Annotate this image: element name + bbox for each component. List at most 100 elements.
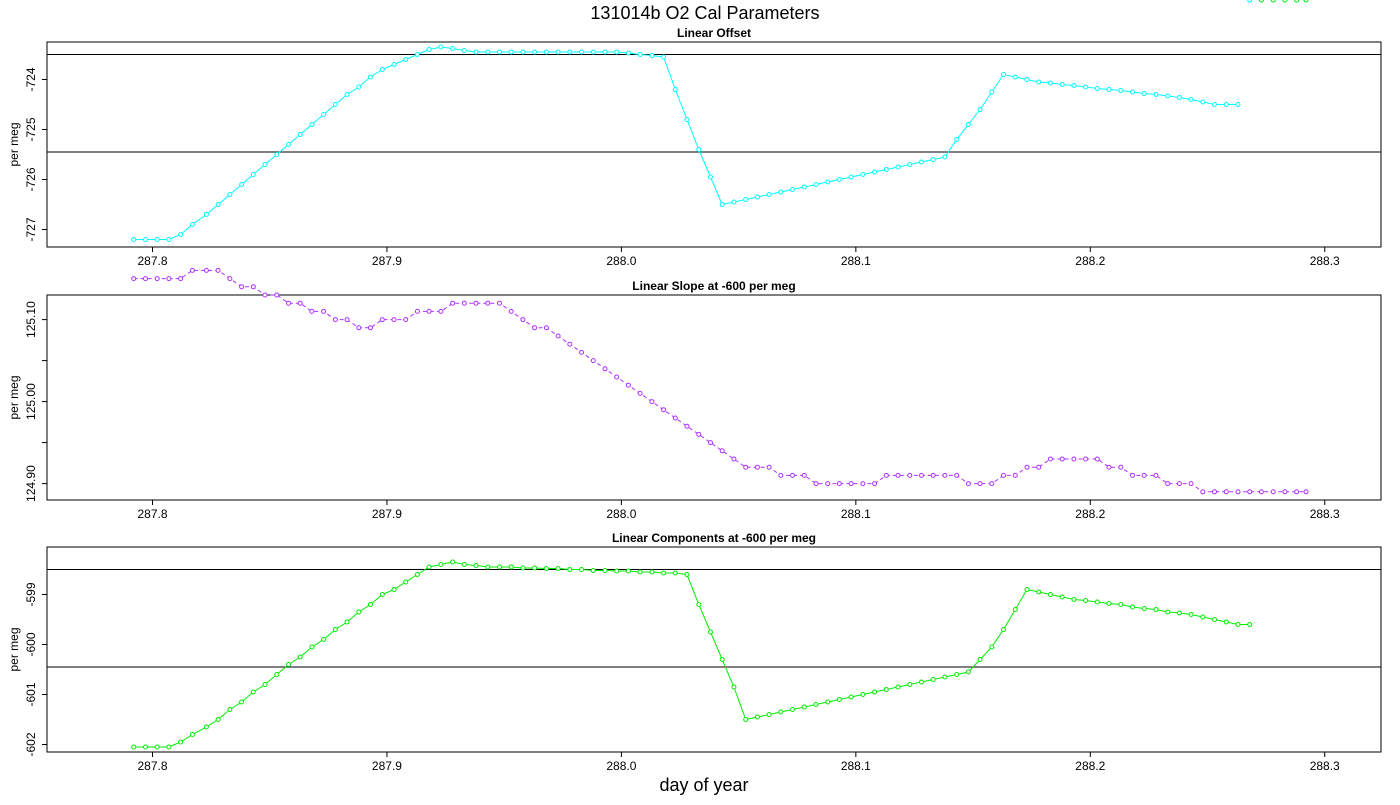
data-point <box>825 179 831 185</box>
data-point <box>954 672 960 677</box>
data-point <box>189 732 195 737</box>
data-point <box>450 46 456 51</box>
data-point <box>332 627 338 632</box>
data-point <box>1024 464 1030 470</box>
data-point <box>166 237 172 242</box>
data-point <box>438 308 444 314</box>
data-point <box>1071 597 1077 602</box>
data-point <box>895 472 901 478</box>
data-point <box>321 637 327 642</box>
data-point <box>1001 472 1006 478</box>
x-tick-label: 287.9 <box>372 254 402 268</box>
data-point <box>614 374 620 380</box>
data-point <box>930 157 936 162</box>
data-point <box>860 481 866 487</box>
x-tick-label: 288.2 <box>1075 759 1105 773</box>
data-point <box>189 222 195 227</box>
data-point <box>766 192 772 197</box>
data-point <box>907 472 913 478</box>
data-point <box>1282 0 1288 3</box>
y-tick-label: -727 <box>24 217 38 241</box>
data-point <box>426 47 432 52</box>
data-point <box>450 559 456 565</box>
data-point <box>754 464 760 470</box>
data-point <box>426 564 432 570</box>
data-point <box>1001 627 1006 632</box>
data-point <box>485 300 491 306</box>
y-tick-label: -599 <box>24 582 38 606</box>
data-point <box>1165 609 1171 615</box>
data-point <box>579 49 584 55</box>
data-point <box>708 629 713 635</box>
data-point <box>731 684 737 690</box>
data-point <box>1270 489 1276 495</box>
plot-frame <box>46 546 1382 753</box>
data-point <box>274 292 280 298</box>
data-point <box>860 692 866 697</box>
data-point <box>1094 599 1100 605</box>
data-point <box>989 644 995 650</box>
data-point <box>508 564 514 570</box>
data-point <box>391 62 397 67</box>
data-point <box>942 472 948 478</box>
data-point <box>954 137 960 142</box>
data-point <box>1083 456 1089 462</box>
data-point <box>1036 589 1042 595</box>
data-point <box>1047 456 1053 462</box>
data-point <box>778 709 784 715</box>
x-tick-label: 288.0 <box>606 254 636 268</box>
data-point <box>379 67 385 72</box>
data-point <box>1024 587 1030 592</box>
data-point <box>143 744 148 750</box>
data-point <box>332 102 338 107</box>
data-point <box>555 49 561 55</box>
data-point <box>637 569 643 575</box>
data-point <box>543 325 549 331</box>
data-point <box>1106 87 1112 92</box>
data-point <box>166 744 172 750</box>
data-point <box>661 407 667 413</box>
data-point <box>684 572 690 577</box>
data-point <box>1176 95 1182 100</box>
data-point <box>731 199 737 205</box>
data-point <box>473 563 479 568</box>
data-point <box>625 50 631 56</box>
data-point <box>872 481 878 487</box>
x-tick-label: 288.2 <box>1075 507 1105 521</box>
data-point <box>965 481 971 487</box>
data-point <box>250 284 256 290</box>
data-point <box>614 568 620 574</box>
data-point <box>684 423 690 429</box>
x-tick-label: 287.8 <box>137 507 167 521</box>
data-point <box>532 325 538 331</box>
data-point <box>368 74 373 80</box>
data-point <box>1059 594 1065 600</box>
data-point <box>520 49 526 55</box>
data-point <box>743 464 749 470</box>
data-point <box>297 300 303 306</box>
data-point <box>813 481 819 487</box>
y-axis-label: per meg <box>7 375 21 419</box>
data-point <box>450 300 456 306</box>
data-point <box>461 300 467 306</box>
data-point <box>602 366 608 372</box>
data-point <box>497 564 502 570</box>
data-point <box>532 565 538 571</box>
data-point <box>790 472 795 478</box>
data-point <box>1118 464 1124 470</box>
data-point <box>497 300 502 306</box>
data-point <box>438 562 444 567</box>
data-point <box>1294 0 1300 3</box>
data-point <box>461 48 467 53</box>
data-point <box>919 159 924 165</box>
data-point <box>836 697 842 702</box>
data-point <box>719 202 725 207</box>
data-point <box>661 570 667 576</box>
data-point <box>203 212 209 217</box>
data-point <box>1036 79 1042 85</box>
data-point <box>907 162 913 167</box>
data-point <box>532 49 538 55</box>
data-point <box>579 349 584 355</box>
plot-frame <box>46 294 1382 501</box>
data-point <box>414 572 420 577</box>
